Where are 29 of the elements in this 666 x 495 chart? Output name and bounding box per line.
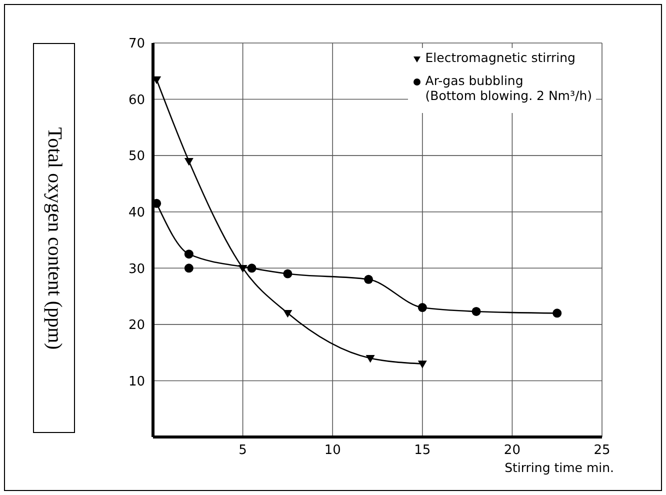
- point: [366, 355, 375, 363]
- y-tick-label: 10: [128, 374, 145, 390]
- legend-label: Electromagnetic stirring: [425, 50, 576, 65]
- point: [418, 303, 427, 312]
- point: [283, 269, 292, 278]
- point: [238, 264, 248, 273]
- point: [184, 158, 194, 166]
- x-tick-label: 25: [594, 443, 610, 458]
- y-tick-label: 50: [128, 149, 145, 164]
- point: [247, 264, 256, 273]
- x-tick-label: 5: [238, 443, 247, 458]
- point: [283, 310, 292, 318]
- point: [364, 274, 374, 284]
- x-tick-label: 20: [504, 443, 520, 458]
- y-tick-label: 40: [128, 205, 145, 220]
- legend-label: Ar-gas bubbling (Bottom blowing. 2 Nm³/h): [425, 73, 592, 103]
- x-axis-title: Stirring time min.: [504, 460, 614, 475]
- point: [472, 306, 481, 316]
- y-tick-label: 30: [128, 262, 145, 277]
- point: [552, 308, 562, 318]
- y-axis-title: Total oxygen content (ppm): [42, 126, 66, 350]
- point: [184, 264, 194, 273]
- point: [418, 360, 427, 368]
- x-tick-label: 10: [324, 443, 341, 458]
- y-tick-label: 20: [128, 318, 145, 334]
- point: [184, 250, 194, 259]
- y-tick-label: 60: [128, 92, 145, 108]
- x-tick-label: 15: [414, 443, 431, 458]
- y-tick-label: 70: [128, 36, 145, 52]
